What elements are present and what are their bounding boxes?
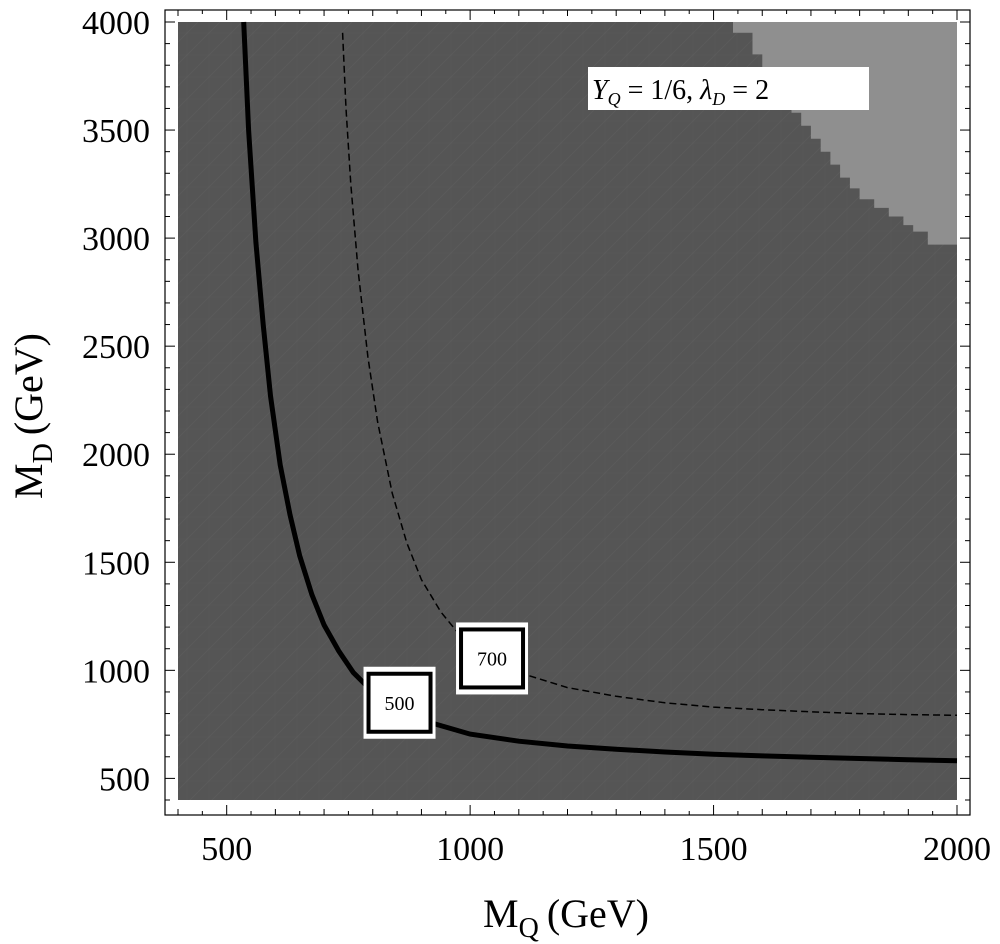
- y-tick-label: 4000: [82, 5, 150, 42]
- contour-label-box: [459, 627, 526, 690]
- minor-ticks: [165, 10, 970, 815]
- parameter-legend-box: [588, 67, 869, 110]
- x-tick-label: 500: [201, 831, 252, 868]
- parameter-legend: YQ = 1/6, λD = 2: [588, 67, 869, 110]
- y-tick-label: 1000: [82, 653, 150, 690]
- y-tick-label: 3500: [82, 113, 150, 150]
- x-tick-label: 2000: [923, 831, 991, 868]
- x-axis-title: MQ (GeV): [483, 891, 649, 944]
- x-axis-ticks: 500 1000 1500 2000: [201, 831, 991, 868]
- y-tick-label: 3000: [82, 221, 150, 258]
- y-tick-label: 500: [99, 761, 150, 798]
- x-tick-label: 1000: [436, 831, 504, 868]
- contour-label-500: 500: [363, 666, 436, 739]
- axes: [164, 9, 971, 816]
- contour-label-700: 700: [456, 622, 529, 695]
- y-tick-label: 2000: [82, 437, 150, 474]
- parameter-legend-text: YQ = 1/6, λD = 2: [592, 75, 769, 109]
- y-axis-title: MD(GeV): [6, 333, 59, 499]
- contour-label-box: [366, 671, 433, 734]
- y-axis-ticks: 500 1000 1500 2000 2500 3000 3500 4000: [82, 5, 150, 798]
- y-tick-label: 2500: [82, 329, 150, 366]
- y-tick-label: 1500: [82, 545, 150, 582]
- plot-area: 500 700: [178, 21, 958, 800]
- contour-label-text: 500: [385, 693, 415, 715]
- x-tick-label: 1500: [680, 831, 748, 868]
- contour-label-text: 700: [477, 648, 507, 670]
